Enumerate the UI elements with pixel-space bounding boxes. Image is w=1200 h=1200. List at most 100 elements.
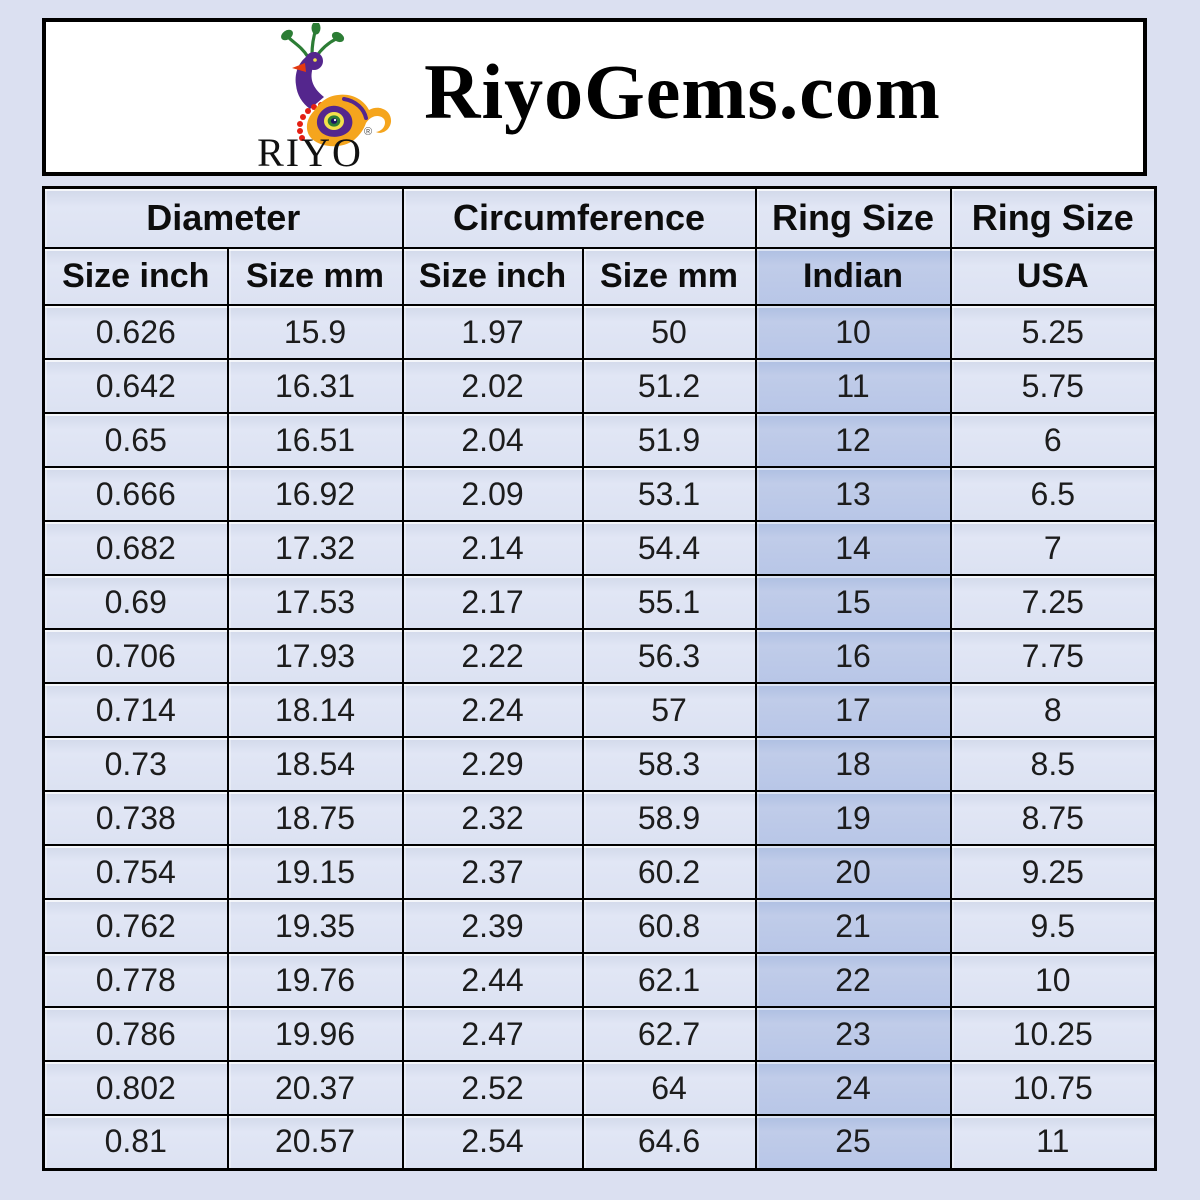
table-cell: 51.9: [581, 412, 757, 468]
site-title: RiyoGems.com: [424, 48, 941, 135]
peacock-logo-icon: RIYO ®: [257, 23, 392, 171]
table-cell: 24: [754, 1060, 952, 1116]
table-cell: 58.9: [581, 790, 757, 846]
table-cell: 9.25: [949, 844, 1157, 900]
table-cell: 0.714: [42, 682, 229, 738]
ring-size-table: Diameter Circumference Ring Size Ring Si…: [42, 186, 1158, 1171]
table-cell: 10.25: [949, 1006, 1157, 1062]
table-cell: 10.75: [949, 1060, 1157, 1116]
table-cell: 62.7: [581, 1006, 757, 1062]
table-cell: 6: [949, 412, 1157, 468]
table-cell: 2.32: [401, 790, 584, 846]
table-cell: 0.69: [42, 574, 229, 630]
table-row: 0.642 16.31 2.02 51.2 11 5.75: [42, 358, 1157, 414]
table-cell: 12: [754, 412, 952, 468]
table-cell: 5.25: [949, 304, 1157, 360]
table-row: 0.786 19.96 2.47 62.7 23 10.25: [42, 1006, 1157, 1062]
table-cell: 2.37: [401, 844, 584, 900]
table-row: 0.666 16.92 2.09 53.1 13 6.5: [42, 466, 1157, 522]
table-cell: 2.47: [401, 1006, 584, 1062]
table-cell: 10: [754, 304, 952, 360]
table-cell: 8.75: [949, 790, 1157, 846]
table-cell: 11: [754, 358, 952, 414]
table-cell: 2.39: [401, 898, 584, 954]
table-row: 0.754 19.15 2.37 60.2 20 9.25: [42, 844, 1157, 900]
table-row: 0.626 15.9 1.97 50 10 5.25: [42, 304, 1157, 360]
table-cell: 2.04: [401, 412, 584, 468]
table-cell: 2.02: [401, 358, 584, 414]
table-cell: 14: [754, 520, 952, 576]
table-cell: 16.31: [226, 358, 404, 414]
table-cell: 15.9: [226, 304, 404, 360]
logo-wordmark: RIYO: [257, 130, 363, 171]
table-cell: 58.3: [581, 736, 757, 792]
table-cell: 2.52: [401, 1060, 584, 1116]
table-row: 0.81 20.57 2.54 64.6 25 11: [42, 1114, 1157, 1170]
table-cell: 17: [754, 682, 952, 738]
table-cell: 1.97: [401, 304, 584, 360]
table-cell: 7.25: [949, 574, 1157, 630]
table-cell: 18.54: [226, 736, 404, 792]
group-header-row: Diameter Circumference Ring Size Ring Si…: [42, 186, 1157, 249]
table-cell: 10: [949, 952, 1157, 1008]
table-cell: 20.37: [226, 1060, 404, 1116]
table-cell: 2.44: [401, 952, 584, 1008]
table-cell: 16.51: [226, 412, 404, 468]
table-row: 0.69 17.53 2.17 55.1 15 7.25: [42, 574, 1157, 630]
table-cell: 2.29: [401, 736, 584, 792]
subheader-diameter-mm: Size mm: [226, 247, 404, 306]
table-row: 0.738 18.75 2.32 58.9 19 8.75: [42, 790, 1157, 846]
subheader-circumference-mm: Size mm: [581, 247, 757, 306]
table-cell: 17.53: [226, 574, 404, 630]
table-cell: 2.17: [401, 574, 584, 630]
subheader-diameter-inch: Size inch: [42, 247, 229, 306]
table-cell: 2.54: [401, 1114, 584, 1170]
table-row: 0.714 18.14 2.24 57 17 8: [42, 682, 1157, 738]
table-cell: 64: [581, 1060, 757, 1116]
table-cell: 0.738: [42, 790, 229, 846]
table-cell: 21: [754, 898, 952, 954]
table-row: 0.682 17.32 2.14 54.4 14 7: [42, 520, 1157, 576]
table-row: 0.762 19.35 2.39 60.8 21 9.5: [42, 898, 1157, 954]
table-cell: 0.666: [42, 466, 229, 522]
table-cell: 7: [949, 520, 1157, 576]
table-cell: 51.2: [581, 358, 757, 414]
table-cell: 6.5: [949, 466, 1157, 522]
table-cell: 0.81: [42, 1114, 229, 1170]
table-cell: 0.786: [42, 1006, 229, 1062]
table-cell: 19.76: [226, 952, 404, 1008]
table-cell: 22: [754, 952, 952, 1008]
table-cell: 5.75: [949, 358, 1157, 414]
table-cell: 17.32: [226, 520, 404, 576]
table-cell: 20.57: [226, 1114, 404, 1170]
header-circumference: Circumference: [401, 186, 757, 249]
table-body: 0.626 15.9 1.97 50 10 5.25 0.642 16.31 2.02 51.2 1…: [42, 304, 1157, 1170]
table-cell: 17.93: [226, 628, 404, 684]
table-cell: 57: [581, 682, 757, 738]
table-cell: 20: [754, 844, 952, 900]
table-cell: 2.14: [401, 520, 584, 576]
header-ring-size-indian: Ring Size: [754, 186, 952, 249]
riyo-logo: RIYO ®: [248, 23, 398, 171]
table-cell: 7.75: [949, 628, 1157, 684]
table-cell: 13: [754, 466, 952, 522]
subheader-indian: Indian: [754, 247, 952, 306]
table-cell: 62.1: [581, 952, 757, 1008]
subheader-circumference-inch: Size inch: [401, 247, 584, 306]
table-row: 0.73 18.54 2.29 58.3 18 8.5: [42, 736, 1157, 792]
table-cell: 0.682: [42, 520, 229, 576]
header-banner: RIYO ® RiyoGems.com: [42, 18, 1147, 176]
table-row: 0.706 17.93 2.22 56.3 16 7.75: [42, 628, 1157, 684]
table-row: 0.65 16.51 2.04 51.9 12 6: [42, 412, 1157, 468]
table-cell: 2.22: [401, 628, 584, 684]
table-cell: 18.14: [226, 682, 404, 738]
table-cell: 16.92: [226, 466, 404, 522]
table-cell: 8: [949, 682, 1157, 738]
table-cell: 53.1: [581, 466, 757, 522]
table-cell: 8.5: [949, 736, 1157, 792]
subheader-usa: USA: [949, 247, 1157, 306]
table-cell: 0.65: [42, 412, 229, 468]
table-cell: 0.802: [42, 1060, 229, 1116]
table-cell: 0.626: [42, 304, 229, 360]
